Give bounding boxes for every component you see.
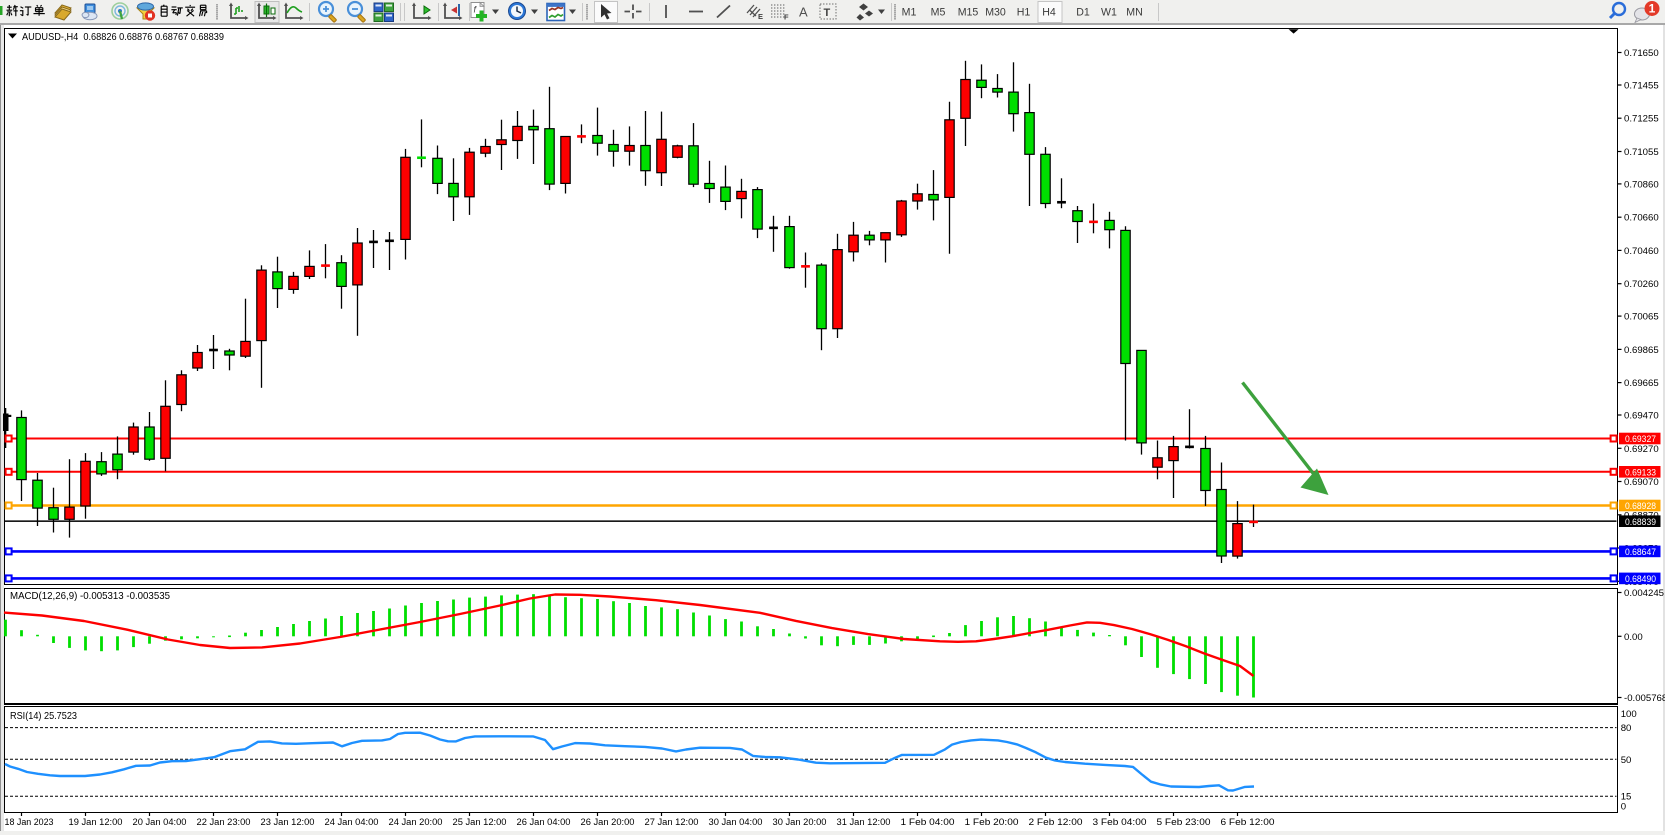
- svg-text:E: E: [758, 12, 763, 21]
- svg-text:22 Jan 23:00: 22 Jan 23:00: [197, 817, 251, 828]
- svg-text:6 Feb 12:00: 6 Feb 12:00: [1221, 817, 1275, 828]
- svg-text:24 Jan 04:00: 24 Jan 04:00: [325, 817, 379, 828]
- svg-text:0: 0: [1621, 802, 1626, 813]
- svg-text:50: 50: [1621, 755, 1632, 766]
- svg-text:0.70860: 0.70860: [1624, 179, 1659, 190]
- svg-text:M15: M15: [958, 7, 979, 19]
- svg-text:AUDUSD-,H4 0.68826 0.68876 0.: AUDUSD-,H4 0.68826 0.68876 0.68767 0.688…: [22, 32, 224, 43]
- svg-text:0.70065: 0.70065: [1624, 312, 1659, 323]
- svg-text:H4: H4: [1042, 7, 1056, 19]
- svg-text:MN: MN: [1126, 7, 1142, 19]
- svg-text:0.71055: 0.71055: [1624, 147, 1659, 158]
- svg-text:80: 80: [1621, 723, 1632, 734]
- svg-text:F: F: [784, 13, 789, 22]
- svg-text:25 Jan 12:00: 25 Jan 12:00: [453, 817, 507, 828]
- svg-text:H1: H1: [1017, 7, 1031, 19]
- svg-text:f: f: [474, 5, 478, 15]
- svg-text:30 Jan 20:00: 30 Jan 20:00: [773, 817, 827, 828]
- svg-text:0.68647: 0.68647: [1625, 547, 1656, 558]
- svg-text:26 Jan 20:00: 26 Jan 20:00: [581, 817, 635, 828]
- svg-text:M1: M1: [902, 7, 917, 19]
- svg-text:0.70260: 0.70260: [1624, 279, 1659, 290]
- svg-text:18 Jan 2023: 18 Jan 2023: [5, 817, 54, 828]
- svg-text:3 Feb 04:00: 3 Feb 04:00: [1093, 817, 1147, 828]
- svg-text:A: A: [799, 5, 808, 20]
- svg-text:M5: M5: [931, 7, 946, 19]
- svg-text:0.69470: 0.69470: [1624, 411, 1659, 422]
- svg-text:2 Feb 12:00: 2 Feb 12:00: [1029, 817, 1083, 828]
- svg-text:0.69665: 0.69665: [1624, 378, 1659, 389]
- svg-text:0.69865: 0.69865: [1624, 345, 1659, 356]
- svg-text:20 Jan 04:00: 20 Jan 04:00: [133, 817, 187, 828]
- svg-text:1: 1: [1649, 2, 1656, 16]
- svg-text:0.71455: 0.71455: [1624, 81, 1659, 92]
- svg-text:0.69270: 0.69270: [1624, 444, 1659, 455]
- svg-text:24 Jan 20:00: 24 Jan 20:00: [389, 817, 443, 828]
- svg-text:27 Jan 12:00: 27 Jan 12:00: [645, 817, 699, 828]
- svg-text:5 Feb 23:00: 5 Feb 23:00: [1157, 817, 1211, 828]
- svg-text:0.68928: 0.68928: [1625, 501, 1656, 512]
- svg-text:0.00: 0.00: [1624, 632, 1643, 643]
- svg-text:31 Jan 12:00: 31 Jan 12:00: [837, 817, 891, 828]
- svg-text:RSI(14) 25.7523: RSI(14) 25.7523: [10, 711, 77, 722]
- svg-text:-0.005768: -0.005768: [1624, 693, 1665, 704]
- svg-text:W1: W1: [1101, 7, 1117, 19]
- svg-text:0.71650: 0.71650: [1624, 48, 1659, 59]
- svg-text:0.68490: 0.68490: [1625, 574, 1656, 585]
- svg-text:0.004245: 0.004245: [1624, 588, 1664, 599]
- svg-text:0.69327: 0.69327: [1625, 434, 1656, 445]
- svg-text:19 Jan 12:00: 19 Jan 12:00: [69, 817, 123, 828]
- svg-text:T: T: [824, 7, 831, 19]
- svg-text:0.70460: 0.70460: [1624, 246, 1659, 257]
- svg-text:1 Feb 04:00: 1 Feb 04:00: [901, 817, 955, 828]
- svg-text:0.69070: 0.69070: [1624, 477, 1659, 488]
- svg-text:0.70660: 0.70660: [1624, 213, 1659, 224]
- svg-text:0.68839: 0.68839: [1625, 517, 1656, 528]
- svg-text:26 Jan 04:00: 26 Jan 04:00: [517, 817, 571, 828]
- svg-text:D1: D1: [1076, 7, 1090, 19]
- svg-text:0.71255: 0.71255: [1624, 114, 1659, 125]
- svg-text:30 Jan 04:00: 30 Jan 04:00: [709, 817, 763, 828]
- svg-text:0.69133: 0.69133: [1625, 467, 1656, 478]
- svg-text:MACD(12,26,9) -0.005313 -0.003: MACD(12,26,9) -0.005313 -0.003535: [10, 591, 170, 602]
- svg-text:100: 100: [1621, 709, 1637, 720]
- svg-text:15: 15: [1621, 792, 1632, 803]
- svg-text:M30: M30: [985, 7, 1006, 19]
- svg-text:1 Feb 20:00: 1 Feb 20:00: [965, 817, 1019, 828]
- svg-text:23 Jan 12:00: 23 Jan 12:00: [261, 817, 315, 828]
